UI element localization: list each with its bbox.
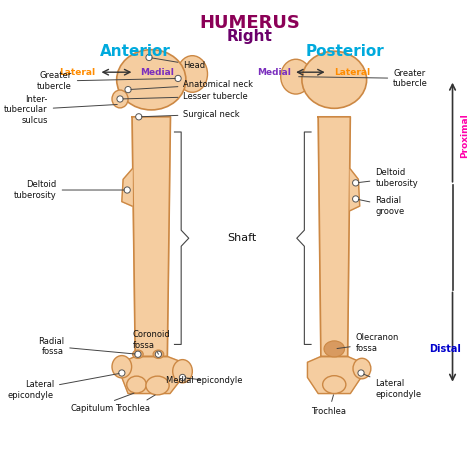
Text: HUMERUS: HUMERUS	[199, 14, 300, 32]
Ellipse shape	[146, 376, 169, 395]
Polygon shape	[350, 169, 360, 210]
Text: Head: Head	[152, 58, 206, 70]
Text: Inter-
tubercular
sulcus: Inter- tubercular sulcus	[4, 95, 117, 125]
Polygon shape	[308, 356, 361, 393]
Text: Distal: Distal	[429, 344, 461, 354]
Ellipse shape	[353, 358, 371, 379]
Text: Deltoid
tuberosity: Deltoid tuberosity	[14, 180, 124, 200]
Text: Anatomical neck: Anatomical neck	[131, 80, 254, 90]
Polygon shape	[132, 117, 171, 356]
Polygon shape	[318, 117, 350, 356]
Text: Deltoid
tuberosity: Deltoid tuberosity	[358, 168, 418, 188]
Text: Shaft: Shaft	[227, 233, 256, 243]
Text: Right: Right	[227, 29, 273, 44]
Ellipse shape	[135, 351, 141, 357]
Text: Medial: Medial	[257, 68, 291, 77]
Ellipse shape	[127, 376, 146, 393]
Ellipse shape	[112, 356, 132, 378]
Text: Lesser tubercle: Lesser tubercle	[123, 92, 248, 101]
Ellipse shape	[358, 370, 364, 376]
Ellipse shape	[302, 51, 366, 109]
Text: Greater
tubercle: Greater tubercle	[299, 69, 428, 88]
Ellipse shape	[117, 50, 186, 110]
Ellipse shape	[155, 351, 162, 357]
Ellipse shape	[146, 55, 152, 61]
Ellipse shape	[353, 196, 359, 202]
Ellipse shape	[112, 90, 128, 108]
Ellipse shape	[177, 55, 208, 92]
Text: Surgical neck: Surgical neck	[142, 109, 240, 118]
Ellipse shape	[179, 374, 186, 381]
Ellipse shape	[124, 187, 130, 193]
Ellipse shape	[175, 75, 181, 82]
Text: Medial: Medial	[140, 68, 173, 77]
Text: Lateral: Lateral	[334, 68, 370, 77]
Ellipse shape	[323, 376, 346, 393]
Text: Olecranon
fossa: Olecranon fossa	[337, 333, 399, 353]
Text: Lateral: Lateral	[60, 68, 96, 77]
Text: Radial
fossa: Radial fossa	[38, 337, 135, 356]
Text: Lateral
epicondyle: Lateral epicondyle	[8, 374, 119, 400]
Text: Anterior: Anterior	[100, 44, 171, 59]
Text: Trochlea: Trochlea	[311, 395, 346, 416]
Text: Proximal: Proximal	[460, 113, 469, 158]
Ellipse shape	[136, 114, 142, 120]
Polygon shape	[122, 169, 132, 206]
Text: Coronoid
fossa: Coronoid fossa	[133, 330, 170, 354]
Text: Radial
groove: Radial groove	[358, 196, 405, 216]
Text: Capitulum: Capitulum	[71, 393, 134, 413]
Text: Posterior: Posterior	[306, 44, 385, 59]
Ellipse shape	[125, 86, 131, 93]
Ellipse shape	[153, 350, 164, 358]
Text: Medial epicondyle: Medial epicondyle	[165, 375, 242, 384]
Text: Trochlea: Trochlea	[115, 395, 155, 413]
Ellipse shape	[281, 59, 311, 94]
Ellipse shape	[118, 370, 125, 376]
Polygon shape	[122, 356, 182, 393]
Ellipse shape	[117, 96, 123, 102]
Text: Lateral
epicondyle: Lateral epicondyle	[364, 374, 421, 399]
Ellipse shape	[353, 180, 359, 186]
Ellipse shape	[133, 350, 143, 358]
Ellipse shape	[324, 341, 345, 357]
Text: Greater
tubercle: Greater tubercle	[37, 72, 175, 91]
Ellipse shape	[173, 360, 192, 383]
